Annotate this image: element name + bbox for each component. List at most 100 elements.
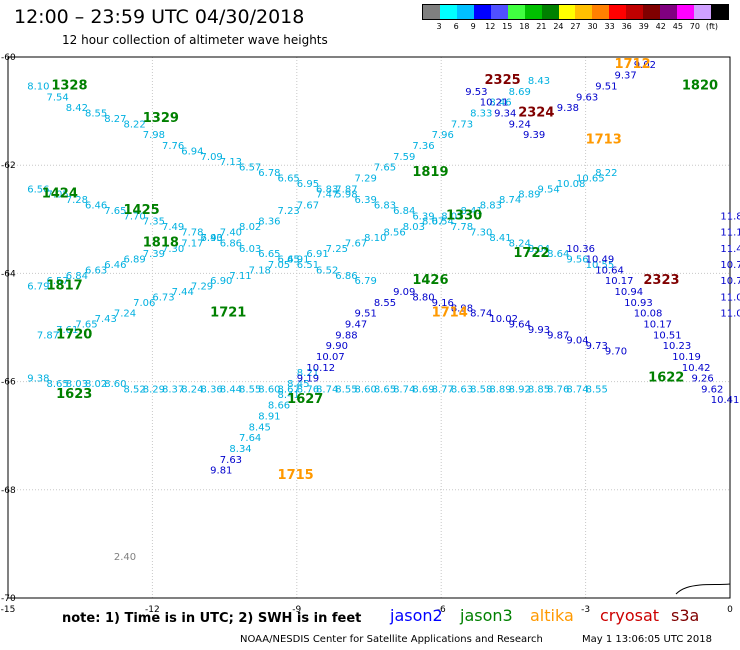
swh-value: 6.84 xyxy=(393,206,415,217)
swh-value: 6.65 xyxy=(278,173,300,184)
color-scale-labels: 3 6 9 12 15 18 21 24 27 30 33 36 39 42 45 70 (ft) xyxy=(422,22,729,34)
x-tick-label: -12 xyxy=(145,605,160,615)
swh-value: 10.94 xyxy=(614,287,643,298)
swh-value: 10.51 xyxy=(653,330,682,341)
swh-value: 7.61 xyxy=(56,325,78,336)
swh-value: 6.65 xyxy=(258,249,280,260)
swh-value: 6.91 xyxy=(287,255,309,266)
swh-value: 8.45 xyxy=(249,422,271,433)
page-title: 12:00 – 23:59 UTC 04/30/2018 xyxy=(14,6,305,28)
swh-value: 7.06 xyxy=(133,298,155,309)
y-tick-label: -64 xyxy=(1,269,16,279)
color-scale-label: 3 xyxy=(436,22,442,31)
swh-value: 7.11 xyxy=(229,271,251,282)
swh-value: 6.84 xyxy=(66,271,88,282)
pass-time-label: 1426 xyxy=(412,273,448,288)
swh-value: 7.40 xyxy=(220,228,242,239)
swh-value: 9.51 xyxy=(355,309,377,320)
swh-value: 10.12 xyxy=(306,363,335,374)
swh-value: 11.1 xyxy=(720,228,740,239)
color-swatch xyxy=(710,5,728,19)
swh-value: 9.54 xyxy=(537,184,559,195)
color-swatch xyxy=(524,5,542,19)
pass-time-label: 1330 xyxy=(446,208,482,223)
page-subtitle: 12 hour collection of altimeter wave hei… xyxy=(62,33,328,47)
swh-value: 7.30 xyxy=(162,244,184,255)
swh-value: 10.23 xyxy=(663,341,692,352)
swh-value: 10.02 xyxy=(489,314,518,325)
swh-value: 6.73 xyxy=(152,292,174,303)
swh-value: 6.89 xyxy=(124,255,146,266)
swh-value: 9.16 xyxy=(432,298,454,309)
swh-value: 8.02 xyxy=(239,222,261,233)
coastline-shape xyxy=(675,583,731,595)
swh-value: 7.05 xyxy=(268,260,290,271)
color-scale-label: 45 xyxy=(672,22,683,31)
swh-value: 8.21 xyxy=(297,368,319,379)
swh-value: 8.45 xyxy=(287,379,309,390)
swh-value: 8.27 xyxy=(104,114,126,125)
color-swatch xyxy=(439,5,457,19)
swh-value: 10.42 xyxy=(682,363,711,374)
swh-value: 8.34 xyxy=(229,444,251,455)
swh-value: 8.92 xyxy=(509,384,531,395)
swh-value: 10.77 xyxy=(720,260,740,271)
swh-value: 8.60 xyxy=(104,379,126,390)
swh-value: 7.18 xyxy=(249,265,271,276)
pass-time-label: 1424 xyxy=(42,187,78,202)
swh-value: 7.29 xyxy=(191,282,213,293)
pass-time-label: 2325 xyxy=(485,73,521,88)
legend-s3a: s3a xyxy=(671,606,700,625)
footer-note: note: 1) Time is in UTC; 2) SWH is in fe… xyxy=(62,611,362,626)
credit-text: NOAA/NESDIS Center for Satellite Applica… xyxy=(240,634,543,645)
swh-value: 6.03 xyxy=(239,244,261,255)
color-scale-label: 24 xyxy=(553,22,564,31)
swh-value: 7.65 xyxy=(104,206,126,217)
swh-value: 9.47 xyxy=(345,320,367,331)
swh-value: 6.63 xyxy=(85,265,107,276)
swh-value: 8.64 xyxy=(547,249,569,260)
swh-value: 9.63 xyxy=(576,92,598,103)
y-tick-label: -68 xyxy=(1,486,16,496)
color-scale-label: 27 xyxy=(570,22,581,31)
swh-value: 8.03 xyxy=(66,379,88,390)
swh-value: 9.62 xyxy=(701,384,723,395)
legend-jason2: jason2 xyxy=(390,606,443,625)
swh-value: 6.94 xyxy=(181,146,203,157)
swh-value: 8.91 xyxy=(258,411,280,422)
plot-grid xyxy=(7,56,731,599)
swh-value: 8.58 xyxy=(470,384,492,395)
swh-value: 8.67 xyxy=(278,384,300,395)
pass-time-label: 2323 xyxy=(643,273,679,288)
swh-value: 7.39 xyxy=(143,249,165,260)
swh-value: 8.10 xyxy=(364,233,386,244)
swh-value: 9.34 xyxy=(494,109,516,120)
color-scale-label: 21 xyxy=(536,22,547,31)
pass-time-label: 1818 xyxy=(143,235,179,250)
color-scale-label: 42 xyxy=(655,22,666,31)
swh-value: 7.78 xyxy=(451,222,473,233)
swh-value: 8.77 xyxy=(432,384,454,395)
swh-value: 8.42 xyxy=(66,103,88,114)
swh-value: 8.44 xyxy=(220,384,242,395)
pass-time-label: 1819 xyxy=(412,165,448,180)
swh-value: 9.09 xyxy=(393,287,415,298)
swh-value: 8.41 xyxy=(489,233,511,244)
swh-value: 8.52 xyxy=(124,384,146,395)
swh-value: 9.93 xyxy=(528,325,550,336)
color-scale-label: (ft) xyxy=(705,22,718,31)
pass-time-label: 1820 xyxy=(682,78,718,93)
color-scale-label: 36 xyxy=(621,22,632,31)
swh-value: 8.55 xyxy=(85,109,107,120)
swh-value: 7.05 xyxy=(47,190,69,201)
swh-value: 8.36 xyxy=(258,217,280,228)
swh-value: 8.22 xyxy=(124,119,146,130)
pass-time-label: 1713 xyxy=(586,133,622,148)
x-tick-label: -3 xyxy=(581,605,590,615)
pass-time-label: 1627 xyxy=(287,392,323,407)
swh-value: 6.46 xyxy=(104,260,126,271)
swh-value: 7.43 xyxy=(95,314,117,325)
swh-value: 9.88 xyxy=(335,330,357,341)
legend-jason3: jason3 xyxy=(460,606,513,625)
swh-value: 9.38 xyxy=(557,103,579,114)
